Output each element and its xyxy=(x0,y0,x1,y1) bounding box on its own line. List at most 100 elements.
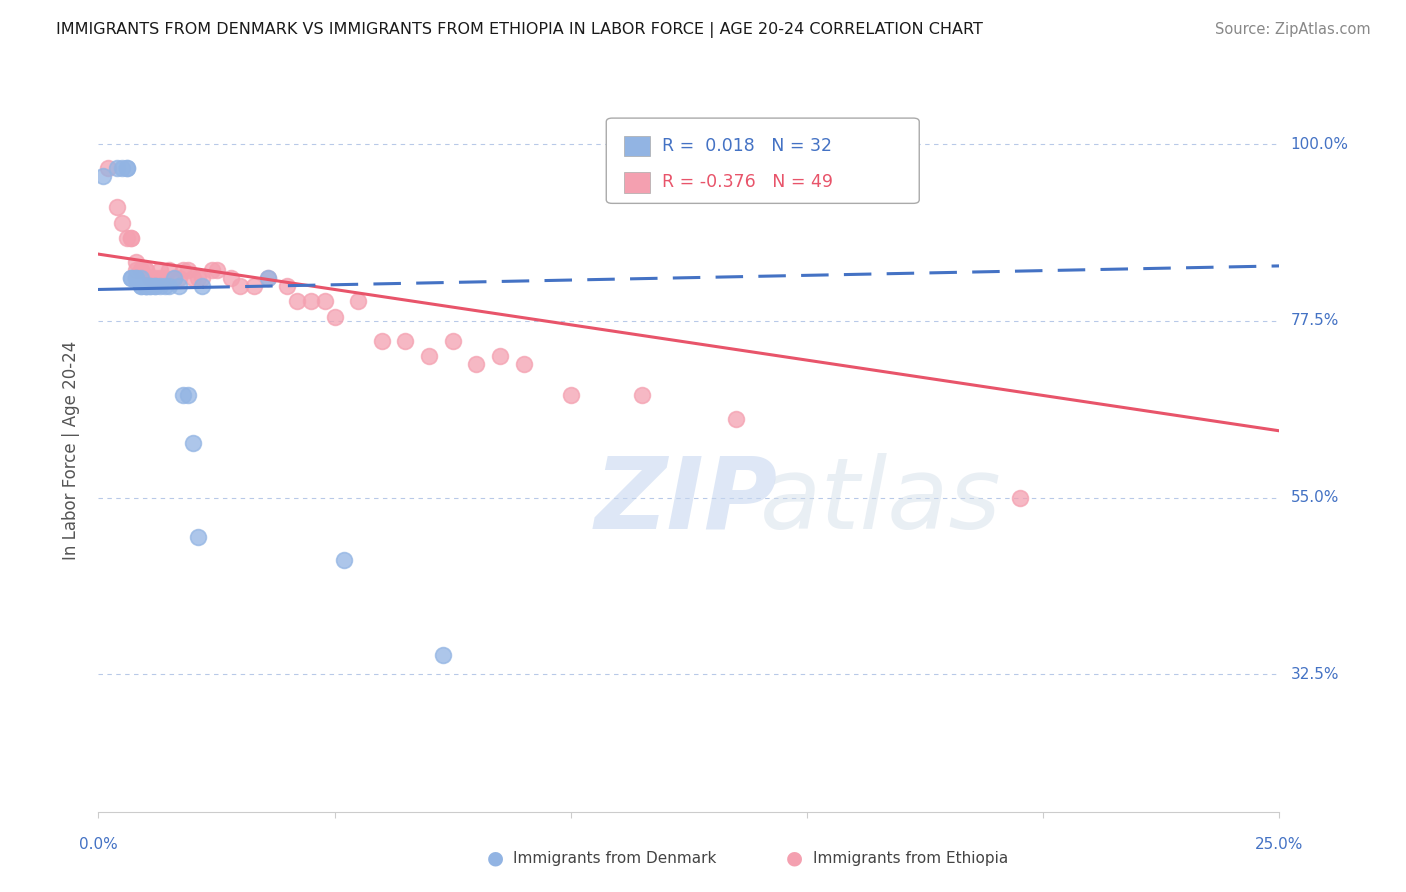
Text: 0.0%: 0.0% xyxy=(79,837,118,852)
Point xyxy=(139,278,162,293)
Bar xyxy=(624,136,650,156)
Point xyxy=(167,270,190,285)
Text: ●: ● xyxy=(786,848,803,868)
Point xyxy=(191,270,214,285)
Point xyxy=(129,278,152,293)
Point xyxy=(172,262,194,277)
Point xyxy=(143,278,166,293)
Point xyxy=(163,270,186,285)
Point xyxy=(149,278,172,293)
Text: 77.5%: 77.5% xyxy=(1291,313,1339,328)
Point xyxy=(129,262,152,277)
Point xyxy=(725,412,748,426)
Point xyxy=(432,648,454,662)
Point xyxy=(111,216,134,230)
Text: atlas: atlas xyxy=(759,452,1001,549)
Text: 55.0%: 55.0% xyxy=(1291,490,1339,505)
Point xyxy=(177,262,200,277)
Point xyxy=(229,278,252,293)
Point xyxy=(489,349,512,363)
Point xyxy=(418,349,440,363)
Point xyxy=(347,294,370,309)
Point xyxy=(135,278,157,293)
Point xyxy=(512,357,534,371)
Point xyxy=(125,255,148,269)
Point xyxy=(257,270,280,285)
Point xyxy=(115,161,138,175)
Point xyxy=(139,270,162,285)
Point xyxy=(135,262,157,277)
Text: ●: ● xyxy=(486,848,503,868)
FancyBboxPatch shape xyxy=(606,118,920,203)
Point xyxy=(143,270,166,285)
Point xyxy=(135,278,157,293)
Text: ZIP: ZIP xyxy=(595,452,778,549)
Point xyxy=(314,294,336,309)
Point xyxy=(121,270,143,285)
Point xyxy=(465,357,488,371)
Point xyxy=(257,270,280,285)
Point xyxy=(135,262,157,277)
Point xyxy=(149,270,172,285)
Point xyxy=(157,262,180,277)
Point xyxy=(163,270,186,285)
Point xyxy=(560,388,582,402)
Point xyxy=(187,270,209,285)
Point xyxy=(167,278,190,293)
Y-axis label: In Labor Force | Age 20-24: In Labor Force | Age 20-24 xyxy=(62,341,80,560)
Point xyxy=(205,262,228,277)
Point xyxy=(172,388,194,402)
Point xyxy=(125,262,148,277)
Point xyxy=(394,334,416,348)
Point xyxy=(177,388,200,402)
Text: 100.0%: 100.0% xyxy=(1291,136,1348,152)
Text: 32.5%: 32.5% xyxy=(1291,667,1339,681)
Point xyxy=(153,278,176,293)
Text: R = -0.376   N = 49: R = -0.376 N = 49 xyxy=(662,173,832,191)
Point xyxy=(285,294,308,309)
Bar xyxy=(624,172,650,193)
Point xyxy=(139,270,162,285)
Point xyxy=(121,270,143,285)
Point xyxy=(143,278,166,293)
Point xyxy=(323,310,346,324)
Point xyxy=(111,161,134,175)
Point xyxy=(181,435,204,450)
Point xyxy=(371,334,394,348)
Point xyxy=(149,262,172,277)
Point xyxy=(201,262,224,277)
Text: Immigrants from Denmark: Immigrants from Denmark xyxy=(513,851,717,865)
Point xyxy=(630,388,652,402)
Point xyxy=(97,161,120,175)
Point xyxy=(187,530,209,544)
Point xyxy=(181,270,204,285)
Text: 25.0%: 25.0% xyxy=(1256,837,1303,852)
Point xyxy=(105,200,128,214)
Point xyxy=(121,231,143,245)
Point xyxy=(125,270,148,285)
Point xyxy=(115,231,138,245)
Point xyxy=(333,553,356,567)
Point xyxy=(129,270,152,285)
Point xyxy=(157,278,180,293)
Text: Source: ZipAtlas.com: Source: ZipAtlas.com xyxy=(1215,22,1371,37)
Point xyxy=(105,161,128,175)
Point xyxy=(139,278,162,293)
Text: Immigrants from Ethiopia: Immigrants from Ethiopia xyxy=(813,851,1008,865)
Text: R =  0.018   N = 32: R = 0.018 N = 32 xyxy=(662,136,832,154)
Point xyxy=(1008,491,1031,505)
Point xyxy=(115,161,138,175)
Point xyxy=(125,270,148,285)
Point xyxy=(276,278,298,293)
Point xyxy=(129,262,152,277)
Point xyxy=(121,231,143,245)
Point xyxy=(129,278,152,293)
Text: IMMIGRANTS FROM DENMARK VS IMMIGRANTS FROM ETHIOPIA IN LABOR FORCE | AGE 20-24 C: IMMIGRANTS FROM DENMARK VS IMMIGRANTS FR… xyxy=(56,22,983,38)
Point xyxy=(91,169,114,183)
Point xyxy=(441,334,464,348)
Point xyxy=(153,270,176,285)
Point xyxy=(135,278,157,293)
Point xyxy=(191,278,214,293)
Point xyxy=(219,270,242,285)
Point xyxy=(243,278,266,293)
